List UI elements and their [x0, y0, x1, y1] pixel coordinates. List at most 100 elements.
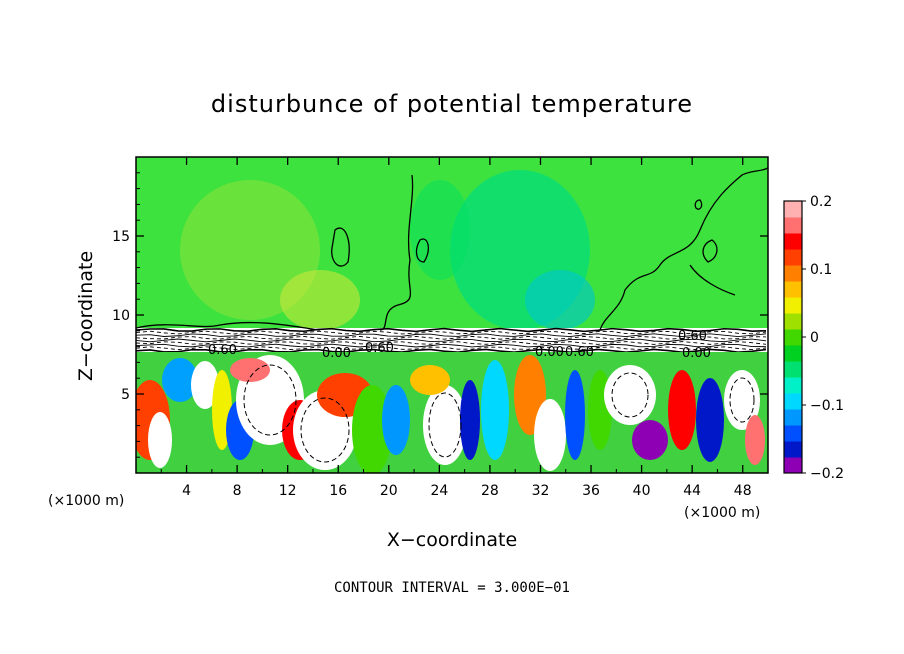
- x-tick-label: 12: [279, 483, 297, 499]
- contour-line: [136, 335, 767, 340]
- contour-line: [689, 264, 736, 296]
- colorbar-segment: [784, 201, 802, 218]
- contour-label: 0.60: [208, 343, 237, 358]
- x-tick-label: 40: [633, 483, 651, 499]
- colorbar-segment: [784, 217, 802, 234]
- temperature-blob: [668, 370, 696, 450]
- temperature-blob: [148, 412, 172, 468]
- x-tick-label: 24: [430, 483, 448, 499]
- contour-label: 0.60: [678, 329, 707, 344]
- contour-line: [136, 330, 767, 335]
- contour-label: 0.60: [565, 345, 594, 360]
- contour-line: [136, 338, 767, 343]
- contour-line: [136, 341, 767, 345]
- colorbar-segment: [784, 345, 802, 362]
- colorbar-tick-label: 0: [810, 330, 819, 346]
- temperature-blob: [423, 385, 467, 465]
- temperature-blob: [481, 360, 509, 460]
- y-axis: 5 10 15: [112, 172, 768, 458]
- temperature-blob: [191, 361, 219, 409]
- inversion-contours: [136, 327, 767, 354]
- x-tick-label: 32: [532, 483, 550, 499]
- contour-line: [415, 238, 430, 263]
- contour-label: 0.00: [682, 346, 711, 361]
- contour-line: [243, 364, 297, 436]
- chart-title: disturbunce of potential temperature: [211, 90, 693, 118]
- temperature-blob: [460, 380, 480, 460]
- colorbar-segment: [784, 361, 802, 378]
- x-tick-label: 36: [582, 483, 600, 499]
- colorbar-segment: [784, 409, 802, 426]
- contour-line: [136, 346, 767, 351]
- colorbar-tick-label: 0.1: [810, 262, 832, 278]
- x-tick-label: 8: [233, 483, 242, 499]
- contour-label: 0.00: [322, 346, 351, 361]
- colorbar-tick-label: −0.2: [810, 466, 844, 482]
- contour-line: [331, 227, 350, 267]
- contour-label: 0.00: [535, 345, 564, 360]
- colorbar-tick-label: −0.1: [810, 398, 844, 414]
- colorbar-segment: [784, 441, 802, 458]
- cool-patch: [410, 180, 470, 280]
- cool-patch: [525, 270, 595, 330]
- warm-patch: [280, 270, 360, 330]
- contour-labels: 0.60 0.00 0.60 0.00 0.600.600.00: [208, 329, 711, 361]
- x-unit-right: (×1000 m): [684, 505, 760, 521]
- contour-line: [694, 199, 703, 210]
- colorbar-segment: [784, 457, 802, 474]
- contour-line: [136, 321, 321, 331]
- warm-patch: [180, 180, 320, 320]
- colorbar: 0.2 0.1 0 −0.1 −0.2: [783, 194, 844, 482]
- temperature-blobs: [136, 355, 765, 473]
- x-unit-left: (×1000 m): [48, 493, 124, 509]
- colorbar-segment: [784, 297, 802, 314]
- x-tick-label: 44: [683, 483, 701, 499]
- temperature-blob: [745, 415, 765, 465]
- x-tick-label: 4: [182, 483, 191, 499]
- colorbar-segment: [784, 265, 802, 282]
- temperature-blob: [162, 358, 198, 402]
- contour-line: [599, 167, 768, 331]
- x-axis-label: X−coordinate: [387, 529, 517, 551]
- contour-line: [136, 327, 767, 333]
- x-tick-label: 16: [329, 483, 347, 499]
- contour-interval-note: CONTOUR INTERVAL = 3.000E−01: [334, 580, 570, 596]
- colorbar-segment: [784, 393, 802, 410]
- x-tick-label: 48: [734, 483, 752, 499]
- temperature-blob: [534, 399, 566, 471]
- contour-line: [300, 397, 350, 463]
- colorbar-segment: [784, 377, 802, 394]
- contour-line: [702, 239, 718, 263]
- contour-line: [379, 174, 414, 331]
- contour-label: 0.60: [365, 341, 394, 356]
- temperature-blob: [565, 370, 585, 460]
- contour-line: [729, 377, 755, 423]
- colorbar-segment: [784, 425, 802, 442]
- temperature-blob: [696, 378, 724, 462]
- colorbar-tick-label: 0.2: [810, 194, 832, 210]
- y-tick-label: 5: [121, 387, 130, 403]
- temperature-blob: [382, 385, 410, 455]
- contour-line: [136, 343, 767, 348]
- y-axis-label: Z−coordinate: [75, 251, 97, 381]
- temperature-blob: [352, 385, 392, 473]
- turbulent-layer: [136, 352, 768, 473]
- temperature-blob: [632, 420, 668, 460]
- upper-contours: [136, 167, 768, 331]
- contour-line: [428, 392, 462, 458]
- colorbar-segment: [784, 233, 802, 250]
- plot-area: 0.60 0.00 0.60 0.00 0.600.600.00: [136, 157, 768, 473]
- contour-line: [611, 372, 649, 418]
- x-tick-label: 20: [380, 483, 398, 499]
- temperature-blob: [410, 365, 450, 395]
- y-tick-label: 15: [112, 229, 130, 245]
- colorbar-segment: [784, 281, 802, 298]
- colorbar-segment: [784, 249, 802, 266]
- colorbar-segment: [784, 313, 802, 330]
- contour-line: [136, 333, 767, 338]
- x-tick-label: 28: [481, 483, 499, 499]
- colorbar-segment: [784, 329, 802, 346]
- temperature-blob: [724, 370, 760, 430]
- temperature-blob: [230, 358, 270, 382]
